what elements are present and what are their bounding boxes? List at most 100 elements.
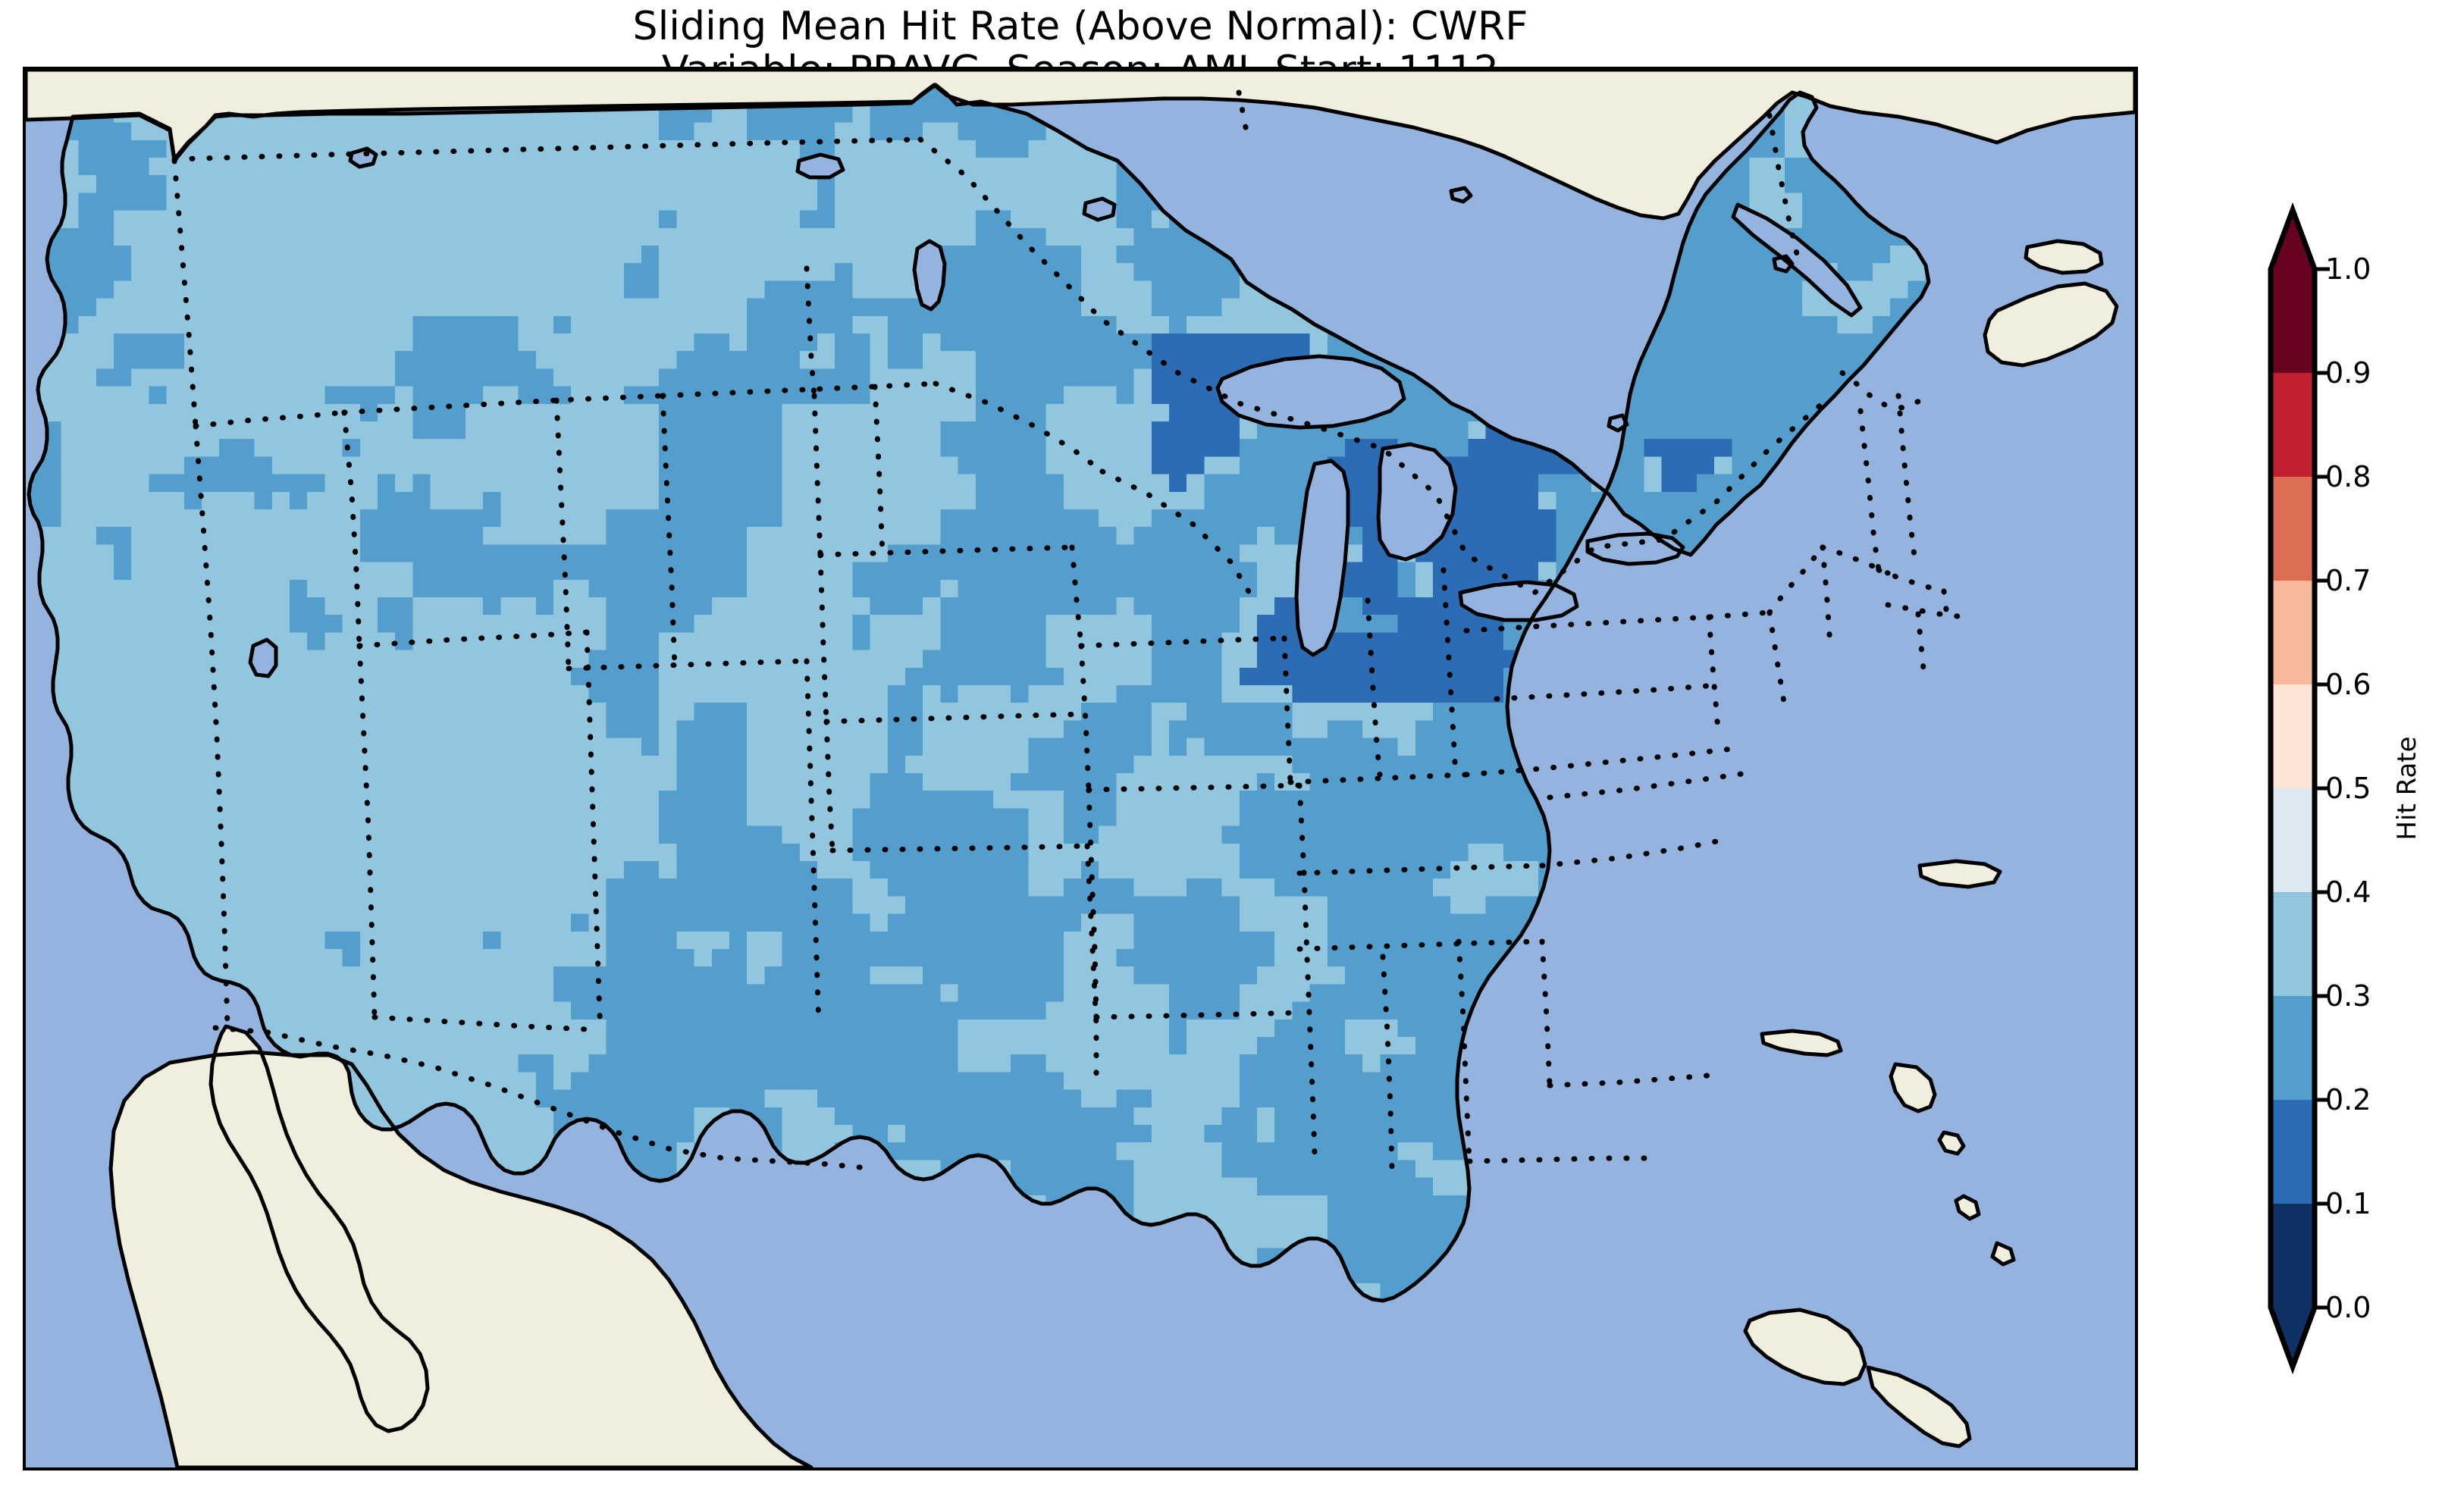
grid-cell bbox=[764, 298, 783, 317]
grid-cell bbox=[1081, 755, 1099, 774]
map-axes[interactable] bbox=[23, 67, 2138, 1471]
grid-cell bbox=[1028, 685, 1047, 703]
grid-cell bbox=[430, 597, 449, 615]
grid-cell bbox=[1221, 632, 1240, 651]
grid-cell bbox=[1099, 632, 1117, 651]
grid-cell bbox=[114, 210, 132, 229]
grid-cell bbox=[1221, 579, 1240, 598]
grid-cell bbox=[202, 315, 220, 334]
grid-cell bbox=[1415, 738, 1434, 756]
grid-cell bbox=[729, 298, 748, 317]
grid-cell bbox=[799, 456, 818, 475]
grid-cell bbox=[1309, 738, 1328, 756]
grid-cell bbox=[641, 263, 660, 281]
grid-cell bbox=[887, 122, 906, 141]
grid-cell bbox=[1679, 439, 1698, 457]
grid-cell bbox=[711, 773, 730, 791]
grid-cell bbox=[711, 632, 730, 651]
grid-cell bbox=[114, 474, 132, 493]
grid-cell bbox=[535, 720, 554, 739]
grid-cell bbox=[1573, 491, 1592, 510]
grid-cell bbox=[78, 650, 97, 669]
grid-cell bbox=[1187, 632, 1205, 651]
grid-cell bbox=[1468, 703, 1487, 721]
grid-cell bbox=[1011, 720, 1029, 739]
grid-cell bbox=[183, 615, 202, 633]
grid-cell bbox=[958, 685, 977, 703]
grid-cell bbox=[729, 791, 748, 809]
grid-cell bbox=[1362, 632, 1381, 651]
grid-cell bbox=[1081, 491, 1099, 510]
grid-cell bbox=[993, 791, 1011, 809]
grid-cell bbox=[1679, 246, 1698, 264]
grid-cell bbox=[958, 105, 977, 124]
grid-cell bbox=[1011, 755, 1029, 774]
grid-cell bbox=[641, 773, 660, 791]
grid-cell bbox=[1221, 685, 1240, 703]
grid-cell bbox=[887, 368, 906, 387]
grid-cell bbox=[219, 210, 237, 229]
grid-cell bbox=[290, 562, 308, 581]
grid-cell bbox=[1749, 315, 1768, 334]
grid-cell bbox=[1397, 579, 1416, 598]
grid-cell bbox=[500, 403, 519, 422]
grid-cell bbox=[606, 175, 625, 193]
grid-cell bbox=[623, 755, 642, 774]
grid-cell bbox=[78, 579, 97, 598]
grid-cell bbox=[676, 386, 695, 405]
grid-cell bbox=[1133, 738, 1152, 756]
grid-cell bbox=[359, 334, 378, 352]
grid-cell bbox=[905, 755, 923, 774]
grid-cell bbox=[1045, 158, 1064, 176]
grid-cell bbox=[149, 403, 168, 422]
grid-cell bbox=[378, 439, 396, 457]
grid-cell bbox=[1345, 439, 1363, 457]
grid-cell bbox=[676, 773, 695, 791]
grid-cell bbox=[782, 685, 801, 703]
grid-cell bbox=[219, 334, 237, 352]
grid-cell bbox=[271, 263, 290, 281]
grid-cell bbox=[254, 439, 273, 457]
grid-cell bbox=[711, 491, 730, 510]
grid-cell bbox=[588, 597, 607, 615]
grid-cell bbox=[711, 386, 730, 405]
grid-cell bbox=[747, 491, 765, 510]
grid-cell bbox=[1362, 562, 1381, 581]
grid-cell bbox=[1450, 720, 1469, 739]
grid-cell bbox=[535, 509, 554, 528]
grid-cell bbox=[483, 280, 501, 299]
grid-cell bbox=[1081, 403, 1099, 422]
grid-cell bbox=[1187, 491, 1205, 510]
grid-cell bbox=[571, 280, 589, 299]
grid-cell bbox=[324, 439, 343, 457]
grid-cell bbox=[96, 632, 114, 651]
grid-cell bbox=[500, 210, 519, 229]
grid-cell bbox=[202, 509, 220, 528]
grid-cell bbox=[1045, 755, 1064, 774]
grid-cell bbox=[1204, 632, 1223, 651]
grid-cell bbox=[324, 315, 343, 334]
grid-cell bbox=[623, 544, 642, 563]
grid-cell bbox=[518, 139, 537, 158]
grid-cell bbox=[958, 139, 977, 158]
grid-cell bbox=[993, 632, 1011, 651]
grid-cell bbox=[1679, 527, 1698, 545]
grid-cell bbox=[149, 720, 168, 739]
grid-cell bbox=[359, 315, 378, 334]
grid-cell bbox=[1749, 298, 1768, 317]
grid-cell bbox=[96, 280, 114, 299]
grid-cell bbox=[623, 193, 642, 211]
grid-cell bbox=[711, 703, 730, 721]
grid-cell bbox=[290, 298, 308, 317]
grid-cell bbox=[905, 351, 923, 369]
grid-cell bbox=[1749, 175, 1768, 193]
grid-cell bbox=[114, 544, 132, 563]
grid-cell bbox=[96, 685, 114, 703]
grid-cell bbox=[799, 280, 818, 299]
grid-cell bbox=[324, 509, 343, 528]
grid-cell bbox=[1415, 720, 1434, 739]
grid-cell bbox=[1099, 386, 1117, 405]
grid-cell bbox=[606, 509, 625, 528]
grid-cell bbox=[870, 703, 889, 721]
grid-cell bbox=[237, 175, 255, 193]
